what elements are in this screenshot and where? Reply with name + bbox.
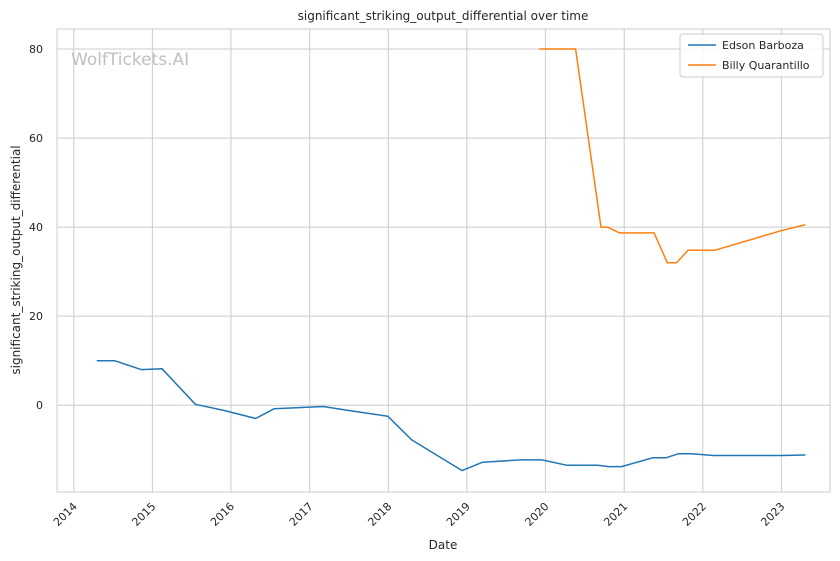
x-tick-label: 2017 — [287, 500, 316, 529]
x-tick-label: 2018 — [365, 500, 394, 529]
legend: Edson Barboza Billy Quarantillo — [679, 33, 824, 78]
y-tick-label: 60 — [29, 132, 43, 145]
x-axis-ticks: 2014 2015 2016 2017 2018 2019 2020 2021 2022 2023 — [51, 500, 788, 529]
y-tick-label: 20 — [29, 310, 43, 323]
chart-title: significant_striking_output_differential… — [298, 9, 589, 23]
x-tick-label: 2016 — [208, 500, 237, 529]
y-tick-label: 40 — [29, 221, 43, 234]
x-tick-label: 2014 — [51, 500, 80, 529]
x-tick-label: 2023 — [758, 500, 787, 529]
legend-label-billy-quarantillo: Billy Quarantillo — [722, 59, 810, 72]
x-axis-label: Date — [429, 538, 458, 552]
series-line-billy-quarantillo — [538, 48, 806, 264]
y-axis-ticks: 0 20 40 60 80 — [29, 43, 43, 412]
x-tick-label: 2022 — [680, 500, 709, 529]
plot-background — [57, 29, 830, 492]
series-line-edson-barboza — [96, 359, 806, 472]
x-tick-label: 2021 — [601, 500, 630, 529]
grid — [57, 29, 830, 492]
plot-frame — [56, 28, 831, 493]
x-tick-label: 2020 — [523, 500, 552, 529]
legend-label-edson-barboza: Edson Barboza — [722, 39, 804, 52]
y-axis-label: significant_striking_output_differential — [9, 145, 23, 374]
x-tick-label: 2019 — [444, 500, 473, 529]
x-tick-label: 2015 — [129, 500, 158, 529]
y-tick-label: 0 — [36, 399, 43, 412]
y-tick-label: 80 — [29, 43, 43, 56]
series-lines — [96, 48, 806, 472]
watermark-text: WolfTickets.AI — [71, 50, 189, 70]
